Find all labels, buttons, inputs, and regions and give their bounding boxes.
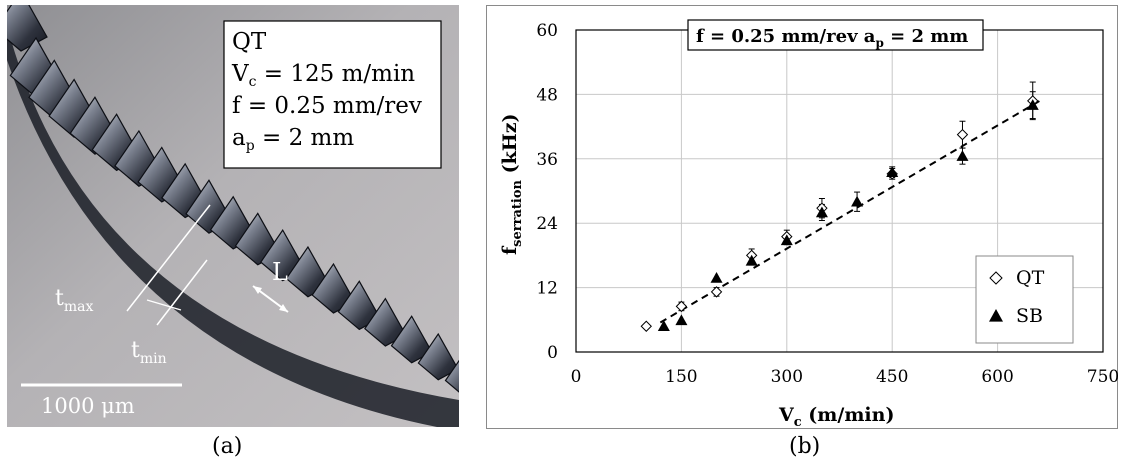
y-tick-label: 24: [536, 214, 558, 234]
caption-a: (a): [212, 434, 243, 459]
chip-micrograph: tmax tmin L 1000 μm QT Vc = 125 m/min f …: [0, 0, 486, 427]
L-arrow-head-start: [253, 286, 262, 294]
y-tick-label: 0: [547, 343, 558, 363]
x-tick-label: 750: [1087, 367, 1118, 387]
tmax-line: [126, 204, 211, 312]
data-point-sb: [886, 166, 899, 178]
legend-label-qt: QT: [1016, 267, 1045, 289]
material-label: QT: [232, 29, 267, 55]
data-point-sb: [675, 314, 688, 326]
data-point-sb: [780, 234, 793, 246]
annotation-text: f = 0.25 mm/rev ap = 2 mm: [696, 26, 968, 50]
x-axis-label: Vc (m/min): [778, 404, 894, 429]
data-point-sb: [851, 195, 864, 207]
tmin-tick: [146, 299, 182, 311]
trend-line: [659, 99, 1041, 324]
data-point-sb: [745, 254, 758, 266]
data-point-qt: [710, 286, 723, 298]
L-arrow-head-end: [279, 304, 288, 312]
x-tick-label: 300: [771, 367, 803, 387]
annotation-box: [687, 19, 984, 51]
data-point-qt: [675, 300, 688, 313]
data-point-sb: [657, 320, 670, 332]
x-tick-label: 600: [981, 367, 1013, 387]
legend-marker-qt: [989, 271, 1003, 285]
data-point-sb: [956, 150, 969, 161]
legend: [975, 255, 1074, 344]
cutting-speed-label: Vc = 125 m/min: [231, 61, 415, 90]
data-point-qt: [956, 128, 969, 141]
scale-bar-label: 1000 μm: [41, 394, 135, 418]
y-tick-label: 48: [536, 85, 558, 105]
legend-marker-sb: [989, 309, 1003, 322]
data-point-sb: [710, 271, 723, 283]
serration-frequency-chart-panel: 0 150 300 450 600 750 0 12 24 36 48 60 f = 0.25 mm/…: [486, 5, 1119, 430]
y-tick-label: 36: [536, 150, 558, 170]
serration-frequency-chart: 0 150 300 450 600 750 0 12 24 36 48 60 f = 0.25 mm/…: [486, 5, 1119, 430]
tmin-line: [156, 259, 208, 326]
feed-label: f = 0.25 mm/rev: [232, 93, 422, 119]
x-tick-label: 150: [665, 367, 697, 387]
y-tick-label: 12: [536, 279, 558, 299]
chart-frame: [486, 5, 1118, 429]
data-point-sb: [815, 206, 828, 218]
data-point-qt: [640, 320, 652, 332]
legend-label-sb: SB: [1016, 305, 1043, 327]
y-tick-label: 60: [536, 21, 558, 41]
y-axis-label: fserration (kHz): [499, 114, 525, 255]
tmax-label: tmax: [55, 286, 93, 315]
micrograph-panel: tmax tmin L 1000 μm QT Vc = 125 m/min f …: [0, 0, 486, 427]
tmin-label: tmin: [131, 338, 167, 367]
caption-b: (b): [789, 434, 821, 459]
cutting-conditions-box: [223, 20, 442, 169]
data-point-sb: [1026, 99, 1039, 110]
x-tick-label: 0: [571, 367, 582, 387]
depth-of-cut-label: ap = 2 mm: [232, 125, 354, 154]
L-label: L: [272, 258, 288, 286]
x-tick-label: 450: [876, 367, 908, 387]
